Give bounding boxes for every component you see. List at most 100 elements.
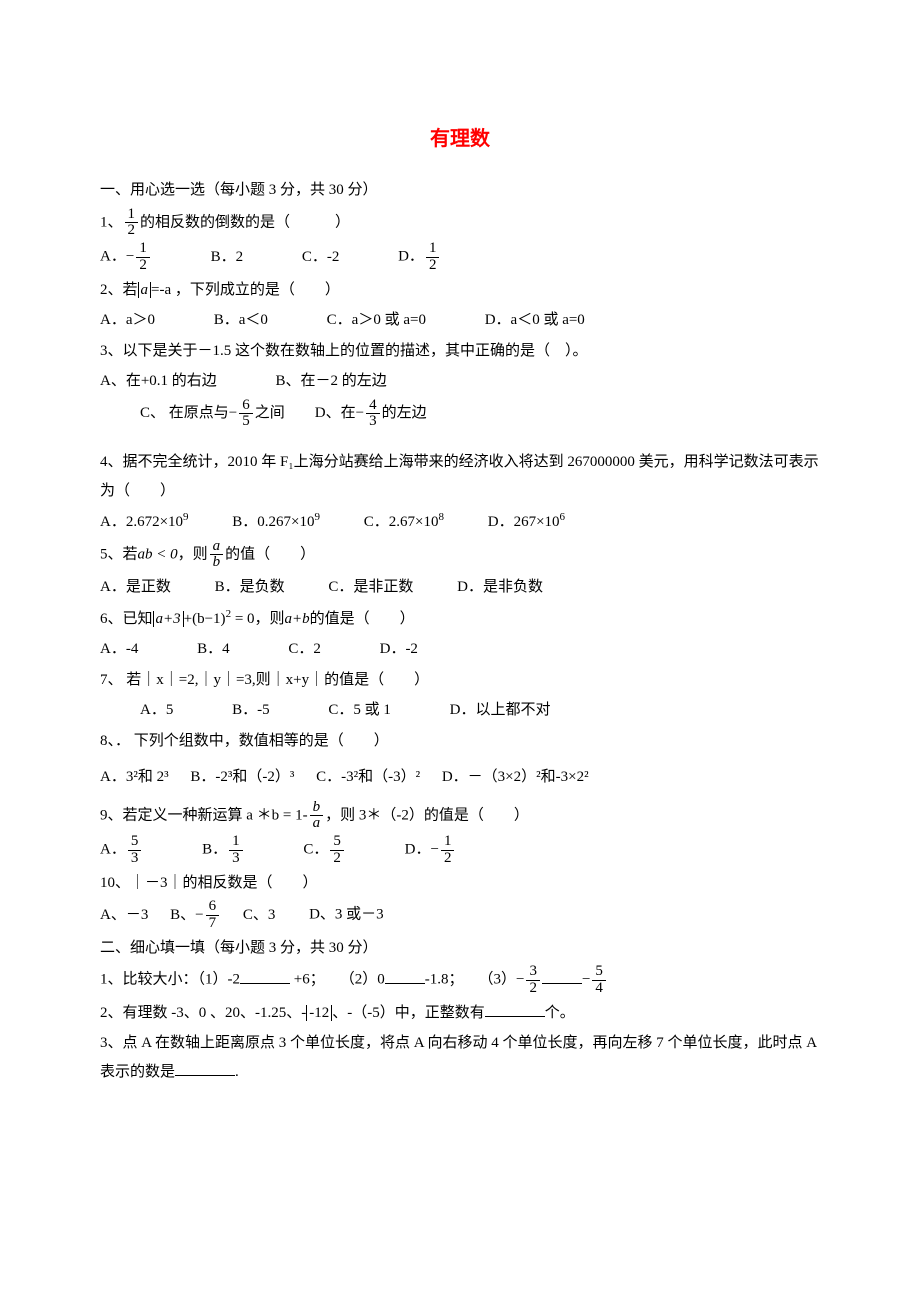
q2-pre: 2、若	[100, 282, 138, 298]
num: a	[210, 539, 224, 555]
q9-mid: ，则 3＊（-2）的值是（ ）	[325, 807, 529, 823]
den: 2	[441, 850, 455, 867]
q4-D-t: D．267×10	[488, 514, 560, 530]
den: 3	[128, 850, 142, 867]
q1-D: D．12	[398, 241, 441, 274]
q3-Cpre: C、 在原点与	[140, 405, 229, 421]
q10-A: A、－3	[100, 907, 148, 923]
q8-C: C．-3²和（-3）²	[316, 769, 420, 785]
q6-C: C．2	[288, 635, 321, 664]
num: 5	[128, 834, 142, 850]
q9-C-l: C．	[303, 842, 328, 858]
den: 2	[125, 222, 139, 239]
num: 1	[441, 834, 455, 850]
q1-A-label: A．	[100, 249, 126, 265]
den: 2	[426, 257, 440, 274]
den: 7	[206, 915, 220, 932]
num: 5	[330, 834, 344, 850]
blank	[240, 968, 290, 984]
q2-A: A．a＞0	[100, 306, 155, 335]
s1-mid1: +6； （2）0	[290, 972, 385, 988]
q5-mid: ，则	[178, 546, 208, 562]
q4-A-e: 9	[183, 511, 189, 523]
q8-options: A．3²和 2³ B．-2³和（-2）³ C．-3²和（-3）² D．－（3×2…	[100, 763, 820, 792]
section-2-heading: 二、细心填一填（每小题 3 分，共 30 分）	[100, 934, 820, 963]
den: 3	[229, 850, 243, 867]
q1-pre: 1、	[100, 214, 123, 230]
q2-B: B．a＜0	[214, 306, 268, 335]
num: b	[310, 800, 324, 816]
s2-post: 个。	[545, 1005, 575, 1021]
q7-options: A．5 B．-5 C．5 或 1 D．以上都不对	[100, 696, 820, 725]
q6-pre: 6、已知	[100, 611, 153, 627]
q3-AB: A、在+0.1 的右边 B、在－2 的左边	[100, 367, 820, 396]
frac-b-a: ba	[310, 800, 324, 833]
s1-pre: 1、比较大小：（1）-2	[100, 972, 240, 988]
q8-D: D．－（3×2）²和-3×2²	[442, 769, 589, 785]
q4-B-e: 9	[315, 511, 321, 523]
frac-5-4: 54	[592, 964, 606, 997]
num: 1	[426, 241, 440, 257]
frac-1-2: 12	[426, 241, 440, 274]
q8-stem: 8、． 下列个组数中，数值相等的是（ ）	[100, 727, 820, 756]
q10-D: D、3 或－3	[309, 907, 384, 923]
q4-C-t: C．2.67×10	[364, 514, 439, 530]
q9-B-l: B．	[202, 842, 227, 858]
q3-A: A、在+0.1 的右边	[100, 367, 217, 396]
q6-options: A．-4 B．4 C．2 D．-2	[100, 635, 820, 664]
q10-options: A、－3 B、−67 C、3 D、3 或－3	[100, 899, 820, 932]
q9-pre: 9、若定义一种新运算 a ＊b = 1-	[100, 807, 308, 823]
q2-mid: =-a ，下列成立的是（	[151, 282, 295, 298]
q7-A: A．5	[140, 696, 173, 725]
s2-pre: 2、有理数 -3、0 、20、-1.25、-	[100, 1005, 306, 1021]
den: 4	[592, 980, 606, 997]
q9-D-l: D．	[405, 842, 431, 858]
q3-Cpost: 之间	[255, 405, 285, 421]
q7-C: C．5 或 1	[328, 696, 391, 725]
q4-B-t: B．0.267×10	[232, 514, 314, 530]
q1-C: C．-2	[302, 243, 340, 272]
q5-stem: 5、若ab < 0，则ab的值（ ）	[100, 539, 820, 572]
q4-stem: 4、据不完全统计，2010 年 F₁上海分站赛给上海带来的经济收入将达到 267…	[100, 448, 820, 505]
q9-C: C．52	[303, 834, 346, 867]
q4-D-e: 6	[560, 511, 566, 523]
q4-C-e: 8	[438, 511, 444, 523]
q3-Dpost: 的左边	[382, 405, 427, 421]
q6-abs: a+3	[153, 611, 184, 627]
q2-stem: 2、若a=-a ，下列成立的是（ ）	[100, 276, 820, 305]
q1-A: A．−12	[100, 241, 152, 274]
s3-post: .	[235, 1064, 239, 1080]
frac-4-3: 43	[366, 398, 380, 431]
q4-A: A．2.672×109	[100, 507, 189, 537]
abs-a: a	[138, 282, 152, 298]
fill-3: 3、点 A 在数轴上距离原点 3 个单位长度，将点 A 向右移动 4 个单位长度…	[100, 1029, 820, 1086]
q1-stem: 1、12的相反数的倒数的是（ ）	[100, 207, 820, 240]
num: 4	[366, 398, 380, 414]
q4-B: B．0.267×109	[232, 507, 320, 537]
q2-options: A．a＞0 B．a＜0 C．a＞0 或 a=0 D．a＜0 或 a=0	[100, 306, 820, 335]
blank	[542, 968, 582, 984]
section-1-heading: 一、用心选一选（每小题 3 分，共 30 分）	[100, 176, 820, 205]
frac-3-2: 32	[526, 964, 540, 997]
frac-6-7: 67	[206, 899, 220, 932]
frac-5-2: 52	[330, 834, 344, 867]
frac-1-2: 12	[136, 241, 150, 274]
blank	[485, 1001, 545, 1017]
q4-A-t: A．2.672×10	[100, 514, 183, 530]
page-title: 有理数	[100, 120, 820, 158]
blank	[175, 1060, 235, 1076]
den: 5	[239, 413, 253, 430]
blank	[385, 968, 425, 984]
den: 2	[136, 257, 150, 274]
frac-6-5: 65	[239, 398, 253, 431]
den: 3	[366, 413, 380, 430]
num: 1	[125, 207, 139, 223]
q9-stem: 9、若定义一种新运算 a ＊b = 1-ba，则 3＊（-2）的值是（ ）	[100, 800, 820, 833]
fill-2: 2、有理数 -3、0 、20、-1.25、--12、-（-5）中，正整数有个。	[100, 999, 820, 1028]
q7-D: D．以上都不对	[450, 696, 551, 725]
q1-mid: 的相反数的倒数的是（	[140, 214, 290, 230]
q2-C: C．a＞0 或 a=0	[327, 306, 426, 335]
q6-D: D．-2	[380, 635, 418, 664]
q3-Dpre: D、在	[315, 405, 356, 421]
q5-post: 的值（ ）	[225, 546, 315, 562]
